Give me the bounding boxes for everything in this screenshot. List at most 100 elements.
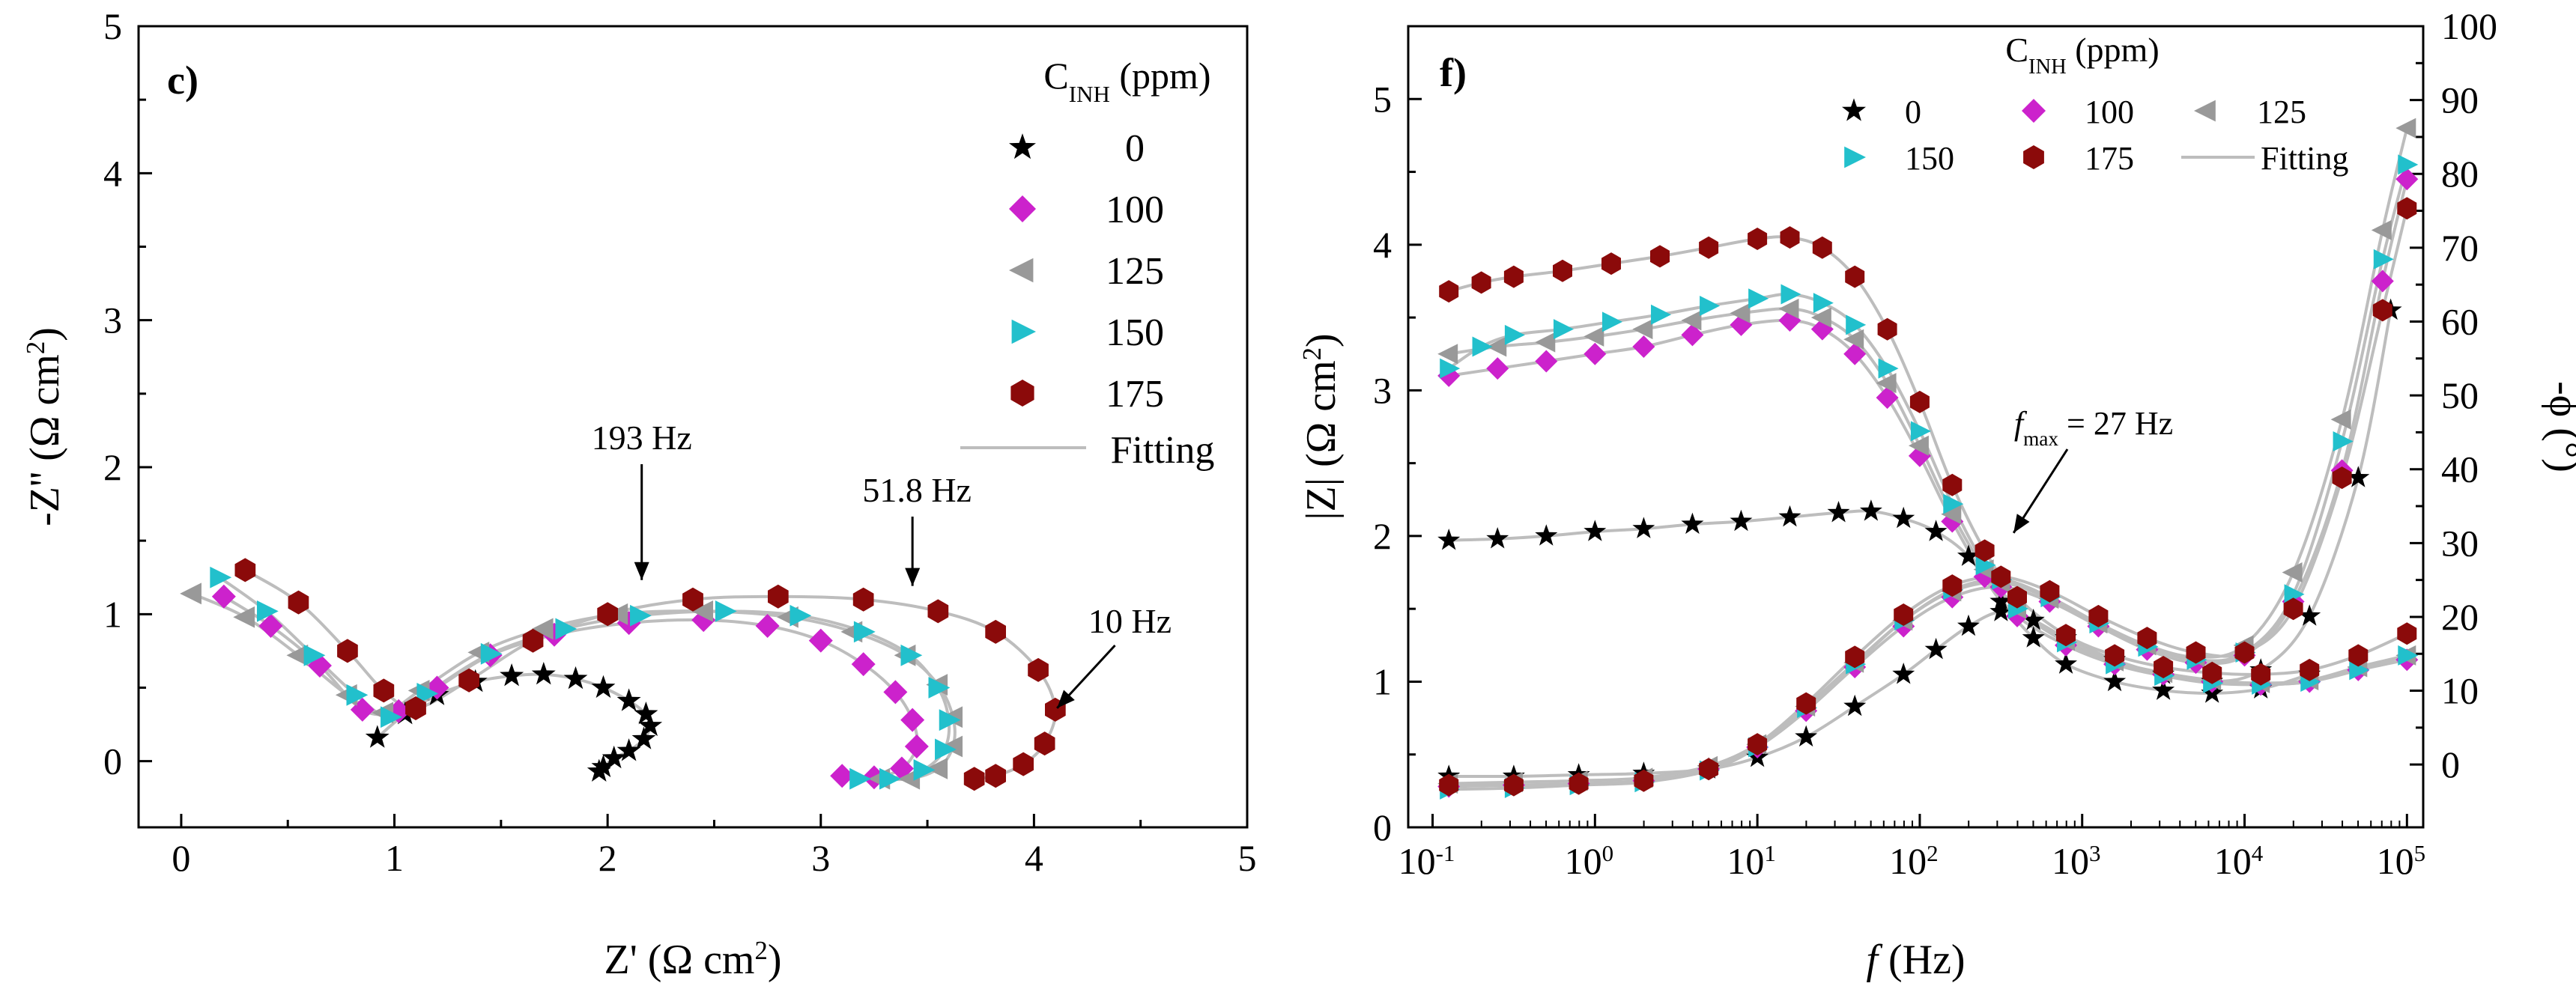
bode-phase-point [2371, 270, 2394, 293]
bode-annotation-fmax-part: = 27 Hz [2058, 405, 2173, 442]
bode-y2-tick-label-part: 70 [2441, 227, 2479, 269]
bode-phase-point [1439, 773, 1459, 797]
nyquist-point [256, 600, 279, 622]
bode-y2-tick-label-part: 50 [2441, 374, 2479, 416]
bode-phase-point [1748, 733, 1768, 756]
nyquist-x-tick-label: 5 [1238, 837, 1257, 879]
nyquist-legend-label: 175 [1106, 373, 1164, 416]
bode-y2-tick-label-part: 30 [2441, 522, 2479, 564]
nyquist-panel-label: c) [167, 58, 198, 103]
bode-phase-point [2395, 168, 2419, 191]
bode-phase-point [1894, 603, 1914, 626]
bode-modulus-point [1681, 310, 1702, 331]
bode-modulus-point [1778, 298, 1799, 319]
bode-modulus-point [1942, 473, 1963, 496]
bode-legend-title: CINH (ppm) [2005, 31, 2159, 79]
bode-modulus-fit-curve [1449, 509, 2310, 696]
nyquist-point [941, 735, 963, 758]
bode-phase-point [2088, 604, 2109, 627]
bode-legend-label-part: 150 [1905, 140, 1954, 177]
bode-modulus-point [2154, 656, 2174, 678]
bode-x-tick-label-part: 1 [1764, 840, 1776, 866]
bode-modulus-point [1780, 226, 1800, 249]
nyquist-legend-label: 150 [1106, 311, 1164, 354]
bode-x-tick-label-part: 10 [1565, 840, 1602, 882]
nyquist-point [522, 628, 544, 653]
nyquist-point [591, 675, 616, 699]
nyquist-y-axis-label-part: 2 [21, 341, 50, 354]
bode-phase-point [1991, 565, 2011, 588]
bode-y2-tick-label-part: 100 [2441, 5, 2497, 47]
nyquist-point [849, 767, 871, 790]
bode-y2-tick-label-part: 10 [2441, 670, 2479, 712]
nyquist-fit-curve [191, 591, 957, 782]
bode-y2-tick-label-part: 60 [2441, 300, 2479, 342]
bode-y2-tick-label-part: 40 [2441, 448, 2479, 490]
nyquist-series-0 [365, 662, 663, 782]
nyquist-point [939, 709, 961, 731]
bode-y2-tick-label-part: 0 [2441, 743, 2460, 785]
nyquist-point [715, 600, 737, 622]
nyquist-point [879, 767, 901, 790]
bode-modulus-point [1601, 252, 1621, 276]
bode-x-tick-label-part: 10 [1727, 840, 1764, 882]
bode-modulus-point [1877, 317, 1897, 341]
bode-y-axis-label: |Z| (Ω cm2) [1297, 333, 1345, 520]
nyquist-point [233, 606, 255, 628]
bode-y-tick-label: 3 [1373, 369, 1392, 411]
nyquist-y-tick-label: 5 [103, 5, 122, 47]
bode-y-tick-label-part: 1 [1373, 660, 1392, 702]
nyquist-point [900, 644, 923, 666]
bode-modulus-point [1681, 512, 1704, 535]
bode-phase-point [2022, 609, 2045, 630]
bode-modulus-point [1975, 555, 1996, 576]
bode-phase-point [2283, 597, 2303, 621]
bode-y-tick-label-part: 5 [1373, 78, 1392, 120]
bode-x-tick-label-part: 10 [2052, 840, 2089, 882]
bode-x-tick-label-part: 10 [1889, 840, 1927, 882]
nyquist-point [373, 678, 395, 703]
nyquist-point [303, 644, 326, 666]
nyquist-point [630, 604, 652, 627]
bode-y2-tick-label: 10 [2441, 670, 2479, 712]
nyquist-point [591, 754, 616, 778]
nyquist-legend-title-part: INH [1069, 81, 1110, 107]
bode-annotation-fmax: fmax = 27 Hz [2014, 405, 2173, 450]
bode-modulus-point [1845, 265, 1865, 288]
nyquist-annotation-10hz-part: 10 Hz [1088, 602, 1172, 640]
nyquist-point [234, 558, 256, 582]
nyquist-panel-label-part: c) [167, 58, 198, 103]
bode-modulus-point [1437, 529, 1461, 550]
nyquist-series-175 [234, 558, 1066, 791]
nyquist-annotation-193hz-arrow-head [634, 562, 649, 580]
bode-modulus-point [1810, 307, 1831, 328]
bode-modulus-point [2152, 678, 2175, 700]
nyquist-y-tick-label-part: 3 [103, 299, 122, 341]
bode-x-tick-label-part: 10 [2214, 840, 2252, 882]
nyquist-legend-fit-label-part: Fitting [1111, 429, 1215, 472]
bode-modulus-point [1748, 288, 1769, 309]
bode-y2-tick-label: 0 [2441, 743, 2460, 785]
nyquist-plot-frame [137, 25, 1249, 829]
bode-y2-tick-label: 20 [2441, 596, 2479, 638]
bode-legend-fit-label-part: Fitting [2261, 140, 2348, 177]
bode-x-axis-label-part: (Hz) [1878, 937, 1966, 983]
bode-legend-marker [2022, 99, 2046, 123]
bode-modulus-point [1584, 342, 1607, 365]
bode-phase-point [2372, 299, 2392, 322]
nyquist-point [587, 758, 611, 782]
bode-modulus-point [2300, 658, 2320, 681]
bode-y-tick-label-part: 4 [1373, 224, 1392, 266]
bode-y2-axis-label: -ϕ (°) [2541, 381, 2576, 472]
nyquist-y-axis-label: -Z'' (Ω cm2) [21, 327, 69, 526]
bode-modulus-point [2348, 644, 2369, 667]
nyquist-point [853, 621, 876, 643]
bode-y-tick-label: 4 [1373, 224, 1392, 266]
bode-phase-fit-curve [1449, 164, 2409, 791]
nyquist-y-tick-label: 2 [103, 446, 122, 488]
nyquist-legend-marker [1009, 133, 1036, 159]
nyquist-legend-label-part: 175 [1106, 373, 1164, 416]
bode-modulus-point [1908, 435, 1929, 456]
bode-modulus-point [1486, 527, 1509, 549]
bode-y2-tick-label: 30 [2441, 522, 2479, 564]
